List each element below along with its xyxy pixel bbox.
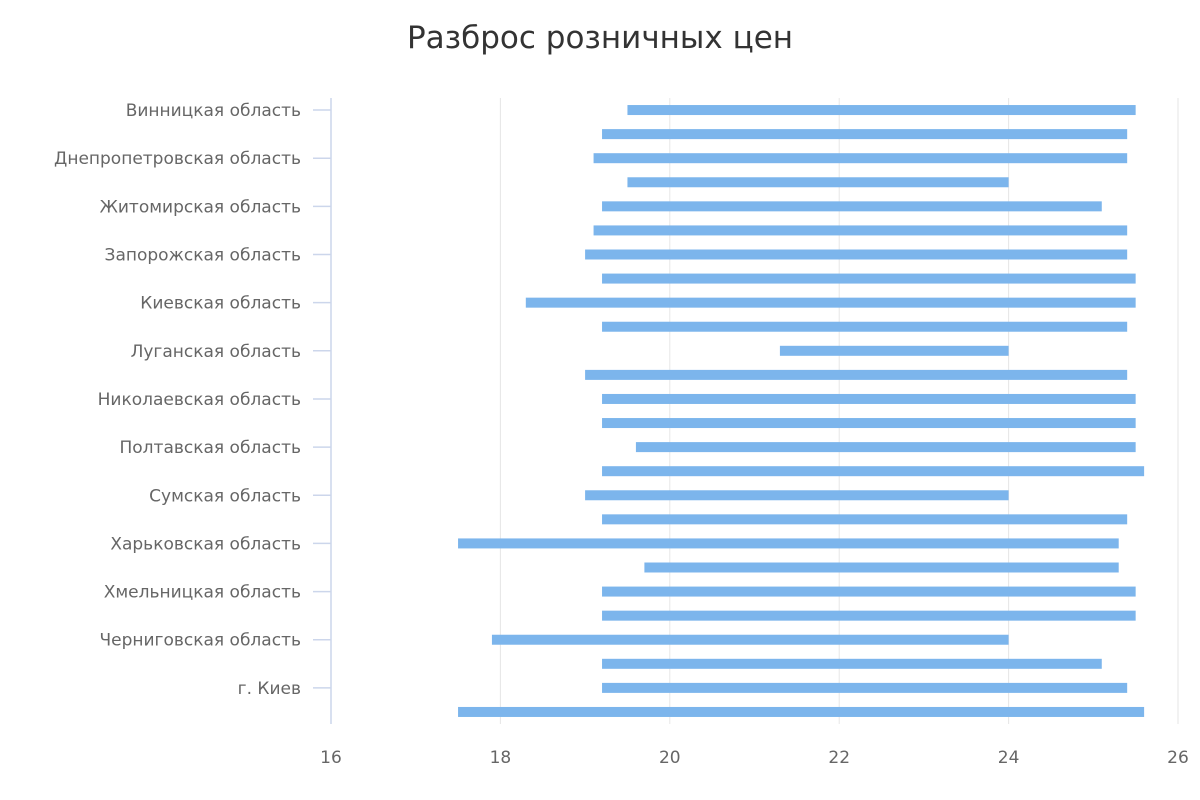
bar [458, 706, 1145, 717]
x-tick-label: 18 [490, 748, 512, 768]
bar [779, 345, 1009, 356]
bar [585, 490, 1009, 501]
y-category-label: Полтавская область [120, 438, 302, 458]
bar [602, 321, 1128, 332]
y-category-label: г. Киев [238, 679, 301, 699]
y-category-label: Запорожская область [105, 246, 301, 266]
y-category-label: Хмельницкая область [104, 583, 301, 603]
chart-title: Разброс розничных цен [407, 20, 793, 56]
y-category-label: Харьковская область [110, 534, 301, 554]
x-axis: 16 18 20 22 24 26 [320, 748, 1189, 768]
bar [602, 682, 1128, 693]
x-tick-label: 22 [828, 748, 850, 768]
bar [627, 177, 1009, 188]
x-tick-label: 16 [320, 748, 342, 768]
bar [602, 129, 1128, 140]
bar [602, 418, 1136, 429]
bar [593, 153, 1128, 164]
y-category-label: Сумская область [149, 486, 301, 506]
bar [593, 225, 1128, 236]
bar [585, 249, 1128, 260]
bar [644, 562, 1119, 573]
bar [602, 586, 1136, 597]
bar [602, 514, 1128, 525]
bar [602, 201, 1102, 212]
x-tick-label: 26 [1167, 748, 1189, 768]
bar [602, 273, 1136, 284]
y-category-label: Днепропетровская область [54, 149, 301, 169]
bar [635, 442, 1136, 453]
grid [499, 98, 1179, 724]
bar [602, 466, 1145, 477]
bar [491, 634, 1009, 645]
bar [458, 538, 1119, 549]
x-tick-label: 24 [998, 748, 1020, 768]
bar [602, 658, 1102, 669]
bar [602, 393, 1136, 404]
bar [525, 297, 1136, 308]
bar [585, 369, 1128, 380]
y-category-label: Николаевская область [98, 390, 301, 410]
y-category-label: Киевская область [140, 294, 301, 314]
x-tick-label: 20 [659, 748, 681, 768]
y-category-label: Житомирская область [100, 197, 301, 217]
y-category-label: Черниговская область [99, 631, 301, 651]
y-category-label: Винницкая область [126, 101, 301, 121]
y-category-label: Луганская область [131, 342, 301, 362]
y-axis: Винницкая область Днепропетровская област… [54, 98, 332, 724]
bars [458, 105, 1145, 717]
bar [627, 105, 1136, 116]
bar [602, 610, 1136, 621]
